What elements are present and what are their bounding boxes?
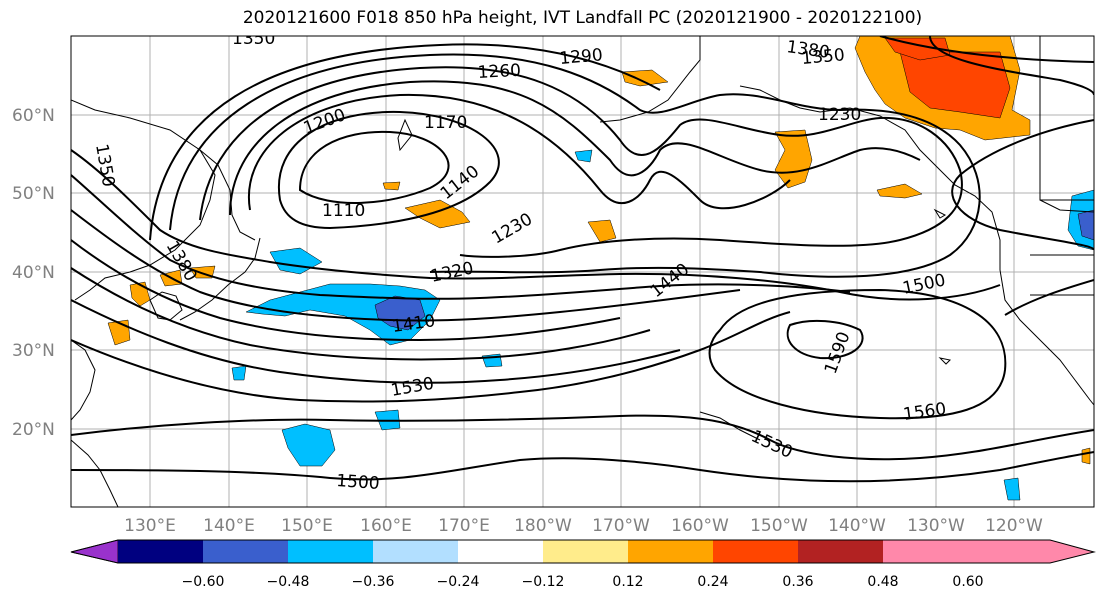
contour-label: 1230: [818, 105, 861, 125]
lon-label: 150°W: [750, 516, 808, 536]
colorbar-tick-label: −0.36: [352, 574, 395, 590]
colorbar-outline: [70, 539, 1096, 564]
colorbar-bin: [118, 540, 203, 563]
lon-label: 140°E: [203, 516, 255, 536]
lat-label: 40°N: [12, 263, 55, 283]
lat-label: 50°N: [12, 184, 55, 204]
colorbar-tick-label: −0.24: [437, 574, 480, 590]
contour-label: 1110: [322, 201, 365, 221]
colorbar-bin: [288, 540, 373, 563]
colorbar-tick-label: −0.48: [267, 574, 310, 590]
contour-label: 1170: [424, 113, 467, 133]
coastlines: [71, 36, 1094, 507]
colorbar: −0.60 −0.48 −0.36 −0.24 −0.12 0.12 0.24 …: [70, 539, 1096, 590]
lat-label: 20°N: [12, 420, 55, 440]
lon-label: 130°W: [907, 516, 965, 536]
colorbar-bin: [203, 540, 288, 563]
colorbar-tick-label: −0.60: [182, 574, 225, 590]
lat-label: 60°N: [12, 106, 55, 126]
colorbar-bin: [713, 540, 798, 563]
height-contours: [71, 36, 1094, 483]
map-title: 2020121600 F018 850 hPa height, IVT Land…: [242, 8, 923, 28]
colorbar-bin: [883, 540, 968, 563]
lat-label: 30°N: [12, 341, 55, 361]
colorbar-ticks: −0.60 −0.48 −0.36 −0.24 −0.12 0.12 0.24 …: [182, 574, 984, 590]
lon-label: 140°W: [828, 516, 886, 536]
contour-label: 1290: [559, 45, 604, 69]
colorbar-tick-label: −0.12: [522, 574, 565, 590]
colorbar-bin: [628, 540, 713, 563]
colorbar-tick-label: 0.12: [612, 574, 643, 590]
longitude-labels: 130°E 140°E 150°E 160°E 170°E 180°W 170°…: [124, 516, 1043, 536]
colorbar-tick-label: 0.48: [867, 574, 898, 590]
ivt-shading: [107, 36, 1094, 501]
lon-label: 130°E: [124, 516, 176, 536]
lon-label: 180°W: [514, 516, 572, 536]
colorbar-extend-low: [70, 539, 119, 564]
colorbar-bin: [798, 540, 883, 563]
contour-label: 1350: [232, 29, 275, 49]
lon-label: 150°E: [281, 516, 333, 536]
colorbar-bin: [543, 540, 628, 563]
contour-label: 1260: [477, 61, 521, 83]
lon-label: 160°E: [360, 516, 412, 536]
lon-label: 120°W: [985, 516, 1043, 536]
colorbar-bin: [373, 540, 458, 563]
colorbar-tick-label: 0.60: [952, 574, 983, 590]
colorbar-tick-label: 0.36: [782, 574, 813, 590]
map-frame: [70, 35, 1095, 508]
lon-label: 170°W: [592, 516, 650, 536]
contour-label: 1350: [801, 45, 846, 69]
colorbar-bin: [458, 540, 543, 563]
lon-label: 170°E: [438, 516, 490, 536]
latitude-labels: 60°N 50°N 40°N 30°N 20°N: [12, 106, 55, 440]
contour-label: 1500: [336, 471, 381, 494]
colorbar-tick-label: 0.24: [697, 574, 728, 590]
lon-label: 160°W: [671, 516, 729, 536]
